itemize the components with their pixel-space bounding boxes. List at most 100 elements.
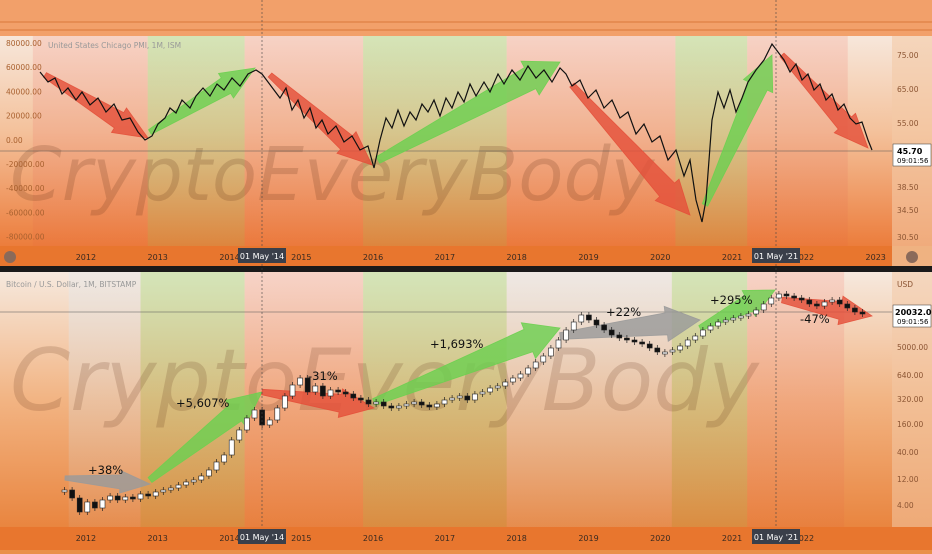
candle <box>168 487 174 491</box>
candle <box>403 403 410 407</box>
candle <box>198 475 205 481</box>
candle <box>327 389 334 397</box>
down-arrow <box>43 72 149 139</box>
candle <box>563 329 569 341</box>
candle <box>418 401 425 406</box>
move-label: +1,693% <box>430 337 484 351</box>
candle <box>297 377 303 386</box>
candle <box>434 403 440 408</box>
top-zone <box>32 36 148 246</box>
bottom-x-tick: 2022 <box>794 534 814 543</box>
candle <box>836 299 843 305</box>
candle <box>396 405 402 409</box>
candle <box>593 319 600 326</box>
cursor-label-bg <box>238 529 286 544</box>
top-xaxis-band <box>0 246 892 266</box>
candle <box>624 337 630 341</box>
candle <box>692 335 699 341</box>
svg-text:20032.00: 20032.00 <box>895 308 932 317</box>
candle <box>532 361 539 369</box>
btc-candles <box>61 291 866 515</box>
candle <box>479 391 486 395</box>
cursor-label-bg <box>752 248 800 263</box>
bottom-x-tick: 2013 <box>148 534 168 543</box>
candle <box>753 309 759 315</box>
candle <box>152 491 159 497</box>
move-label: +38% <box>88 463 123 477</box>
move-label: +295% <box>710 293 753 307</box>
bottom-x-tick: 2020 <box>650 534 670 543</box>
candle <box>304 377 311 393</box>
candle <box>646 343 653 349</box>
candle <box>365 399 372 405</box>
top-zone <box>363 36 507 246</box>
candle <box>228 439 235 456</box>
candle <box>852 307 858 313</box>
top-y-tick: -80000.00 <box>6 233 45 242</box>
candle <box>502 381 509 387</box>
candle <box>586 314 592 321</box>
bottom-y-tick: 320.00 <box>897 395 923 404</box>
candle <box>114 495 121 501</box>
candle <box>487 387 493 393</box>
top-right-tick: 65.00 <box>897 85 919 94</box>
candle <box>730 317 737 321</box>
candle <box>99 499 106 509</box>
top-right-tick: 55.00 <box>897 119 919 128</box>
candle <box>783 293 790 297</box>
candle <box>206 469 212 477</box>
svg-text:09:01:56: 09:01:56 <box>897 318 929 326</box>
candle <box>251 409 258 419</box>
candle <box>426 404 433 408</box>
top-x-axis: 2012 2013 2014 2015 2016 2017 2018 2019 2020 2021… <box>76 253 886 262</box>
bottom-x-tick: 2014 <box>219 534 239 543</box>
bottom-zone <box>506 272 672 527</box>
candle <box>472 393 478 401</box>
candle <box>61 489 68 493</box>
bottom-zone <box>140 272 245 527</box>
candle <box>84 501 91 513</box>
candle <box>829 299 835 303</box>
bottom-x-axis: 2012 2013 2014 2015 2016 2017 2018 2019 2020 2021… <box>76 534 814 543</box>
top-x-tick: 2017 <box>435 253 455 262</box>
candle <box>449 397 455 401</box>
candle <box>806 299 813 305</box>
bottom-x-tick: 2018 <box>507 534 527 543</box>
bottom-x-tick: 2015 <box>291 534 311 543</box>
flat-arrow <box>64 470 152 494</box>
settings-icon-right[interactable] <box>906 251 918 263</box>
settings-icon[interactable] <box>4 251 16 263</box>
candle <box>631 339 638 343</box>
top-x-tick: 2014 <box>219 253 239 262</box>
candle <box>814 303 820 307</box>
candle <box>183 481 189 486</box>
top-right-tick: 30.50 <box>897 233 919 242</box>
candle <box>456 395 463 399</box>
move-label: -31% <box>308 369 338 383</box>
candle <box>358 397 364 401</box>
top-y-tick: 0.00 <box>6 136 23 145</box>
candle <box>540 355 547 363</box>
candle <box>494 385 501 389</box>
bottom-y-tick: USD <box>897 280 913 289</box>
candle <box>342 391 349 395</box>
candle <box>859 311 866 315</box>
cursor-label-bg <box>752 529 800 544</box>
top-y-axis: 80000.00 60000.00 40000.00 20000.00 0.00 -200… <box>6 39 45 242</box>
top-right-tick: 34.50 <box>897 206 919 215</box>
candle <box>388 405 395 409</box>
cursor-label: 01 May '21 <box>754 533 798 542</box>
top-right-tick: 38.50 <box>897 183 919 192</box>
bottom-y-tick: 640.00 <box>897 371 923 380</box>
top-x-tick: 2012 <box>76 253 96 262</box>
top-x-tick: 2023 <box>866 253 886 262</box>
bottom-xaxis-band <box>0 527 932 550</box>
candle <box>517 373 524 379</box>
bottom-panel-title: Bitcoin / U.S. Dollar, 1M, BITSTAMP <box>6 280 137 289</box>
candle <box>464 395 471 401</box>
cursor-label: 01 May '14 <box>240 533 284 542</box>
candle <box>684 339 691 347</box>
candle <box>122 496 129 501</box>
candle <box>662 351 668 355</box>
top-x-tick: 2019 <box>578 253 598 262</box>
